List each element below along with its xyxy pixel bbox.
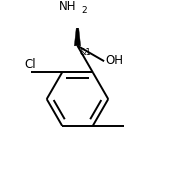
Text: 2: 2 — [82, 6, 87, 15]
Text: Cl: Cl — [25, 58, 36, 71]
Text: NH: NH — [59, 0, 77, 13]
Polygon shape — [74, 17, 81, 46]
Text: OH: OH — [106, 54, 124, 67]
Text: &1: &1 — [79, 48, 91, 57]
